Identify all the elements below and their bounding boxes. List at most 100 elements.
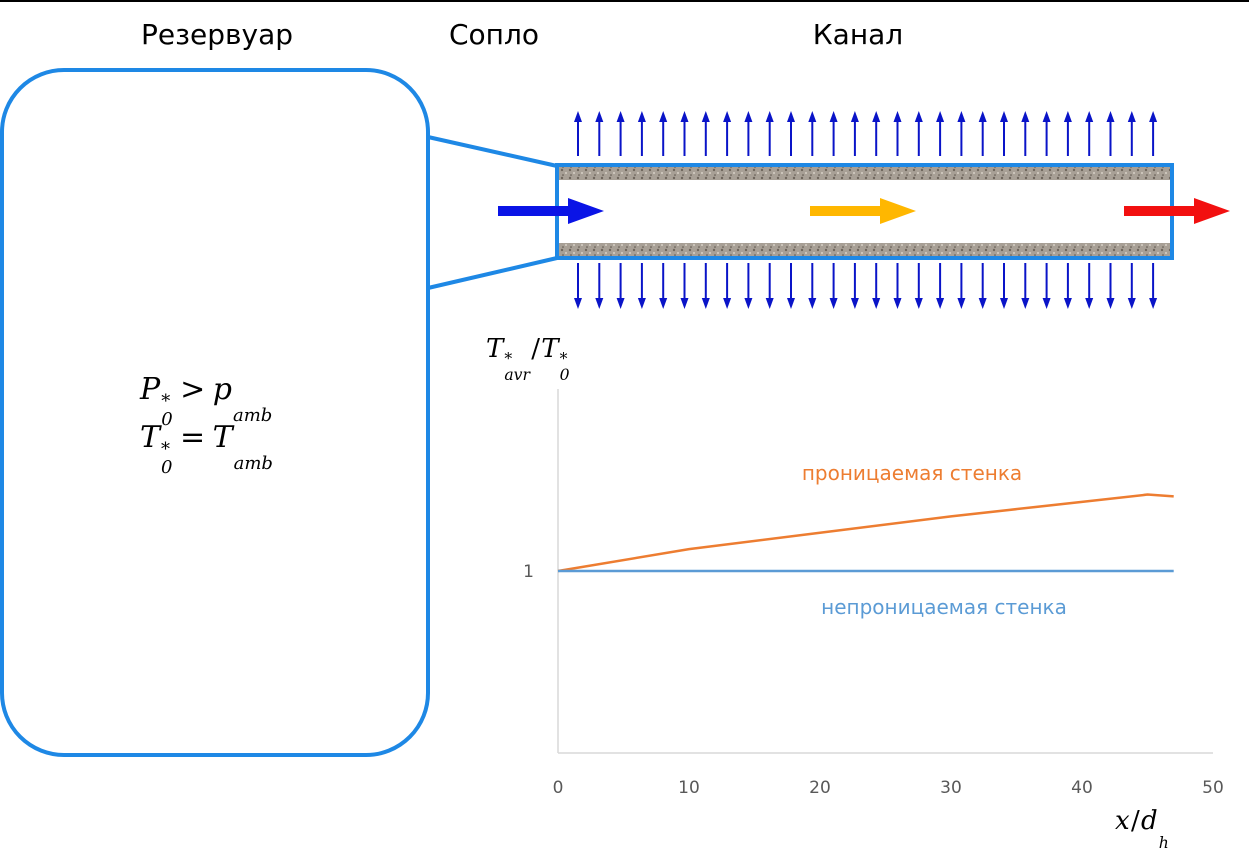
subscript: amb (233, 405, 273, 427)
arrow-head (744, 111, 753, 122)
arrow-head (893, 298, 902, 309)
series-label: непроницаемая стенка (821, 595, 1067, 619)
nozzle-title: Сопло (448, 18, 540, 51)
suction-arrows (574, 111, 1158, 309)
arrow-head (659, 298, 668, 309)
arrow-head (595, 111, 604, 122)
arrow-head (893, 111, 902, 122)
arrow-head (914, 298, 923, 309)
arrow-head (701, 111, 710, 122)
arrow-head (723, 111, 732, 122)
subscript: 0 (161, 409, 173, 431)
chart: 0 10 20 30 40 50 1 проницаемая стенка непроницае… (523, 389, 1224, 798)
symbol: T (486, 334, 504, 364)
arrow-head (1063, 111, 1072, 122)
x-axis-label: x/d h (1115, 806, 1169, 852)
subscript: 0 (161, 457, 173, 479)
arrow-head (1085, 298, 1094, 309)
flow-arrow-inlet (498, 198, 604, 224)
series-line (557, 493, 1174, 573)
x-tick-label: 20 (809, 778, 831, 798)
superscript: * (559, 350, 568, 369)
arrow-head (723, 298, 732, 309)
arrow-head (595, 298, 604, 309)
script-column: * 0 (161, 441, 172, 477)
arrow-head (808, 298, 817, 309)
arrow-head (872, 298, 881, 309)
script-column: amb (233, 389, 272, 425)
symbol: T (212, 420, 233, 455)
arrow-head (850, 298, 859, 309)
subscript: 0 (559, 365, 570, 384)
script-column: h (1159, 820, 1169, 851)
arrow-head (787, 298, 795, 309)
symbol: T (140, 420, 161, 455)
arrow-head (1063, 298, 1072, 309)
reservoir-pressure: P * 0 > p amb (140, 372, 272, 429)
arrow-head (659, 111, 668, 122)
superscript: * (161, 439, 171, 461)
arrow-head (787, 111, 795, 122)
script-column: amb (234, 437, 273, 473)
y-axis-label: T * avr/T * 0 (486, 334, 570, 383)
script-column: * 0 (161, 393, 172, 429)
arrow-head (914, 111, 923, 122)
arrow-head (1085, 111, 1094, 122)
arrow-head (808, 111, 817, 122)
arrow-head (637, 298, 646, 309)
subscript: amb (233, 453, 273, 475)
arrow-head (1106, 111, 1115, 122)
subscript: h (1158, 834, 1169, 853)
arrow-head (765, 298, 774, 309)
operator: / (1130, 806, 1140, 836)
arrow-head (1000, 111, 1008, 122)
arrow-head (850, 111, 859, 122)
arrow-head (1106, 298, 1115, 309)
superscript: * (504, 350, 513, 369)
x-tick-label: 40 (1071, 778, 1093, 798)
x-tick-label: 10 (678, 778, 700, 798)
porous-wall (557, 243, 1172, 257)
symbol: d (1141, 806, 1158, 836)
channel-title: Канал (812, 18, 904, 51)
arrow-head (574, 111, 582, 122)
arrow-head (1042, 298, 1051, 309)
x-tick-label: 50 (1202, 778, 1224, 798)
arrow-head (616, 298, 625, 309)
arrow-head (1021, 111, 1030, 122)
superscript: * (161, 391, 171, 413)
arrow-head (829, 298, 838, 309)
symbol: p (212, 372, 232, 407)
flow-arrow-middle (810, 198, 916, 224)
arrow-head (744, 298, 753, 309)
arrow-head (978, 111, 987, 122)
arrow-head (637, 111, 646, 122)
arrow-head (978, 298, 987, 309)
arrow-head (1021, 298, 1030, 309)
arrow-head (680, 298, 689, 309)
arrow-head (829, 111, 838, 122)
arrow-head (616, 111, 625, 122)
arrow-head (1127, 298, 1136, 309)
arrow-head (1000, 298, 1008, 309)
arrow-head (1042, 111, 1051, 122)
reservoir-title: Резервуар (140, 18, 294, 51)
arrow-head (936, 111, 945, 122)
y-tick-label: 1 (523, 562, 534, 582)
arrow-head (574, 298, 582, 309)
arrow-head (701, 298, 710, 309)
script-column: * 0 (559, 350, 570, 384)
series-label: проницаемая стенка (802, 461, 1022, 485)
arrow-head (936, 298, 945, 309)
symbol: P (140, 372, 161, 407)
arrow-head (1149, 298, 1158, 309)
arrow-head (680, 111, 689, 122)
arrow-head (1149, 111, 1158, 122)
operator: / (531, 334, 540, 364)
arrow-head (765, 111, 774, 122)
porous-wall (557, 166, 1172, 180)
nozzle-wall (427, 256, 558, 290)
